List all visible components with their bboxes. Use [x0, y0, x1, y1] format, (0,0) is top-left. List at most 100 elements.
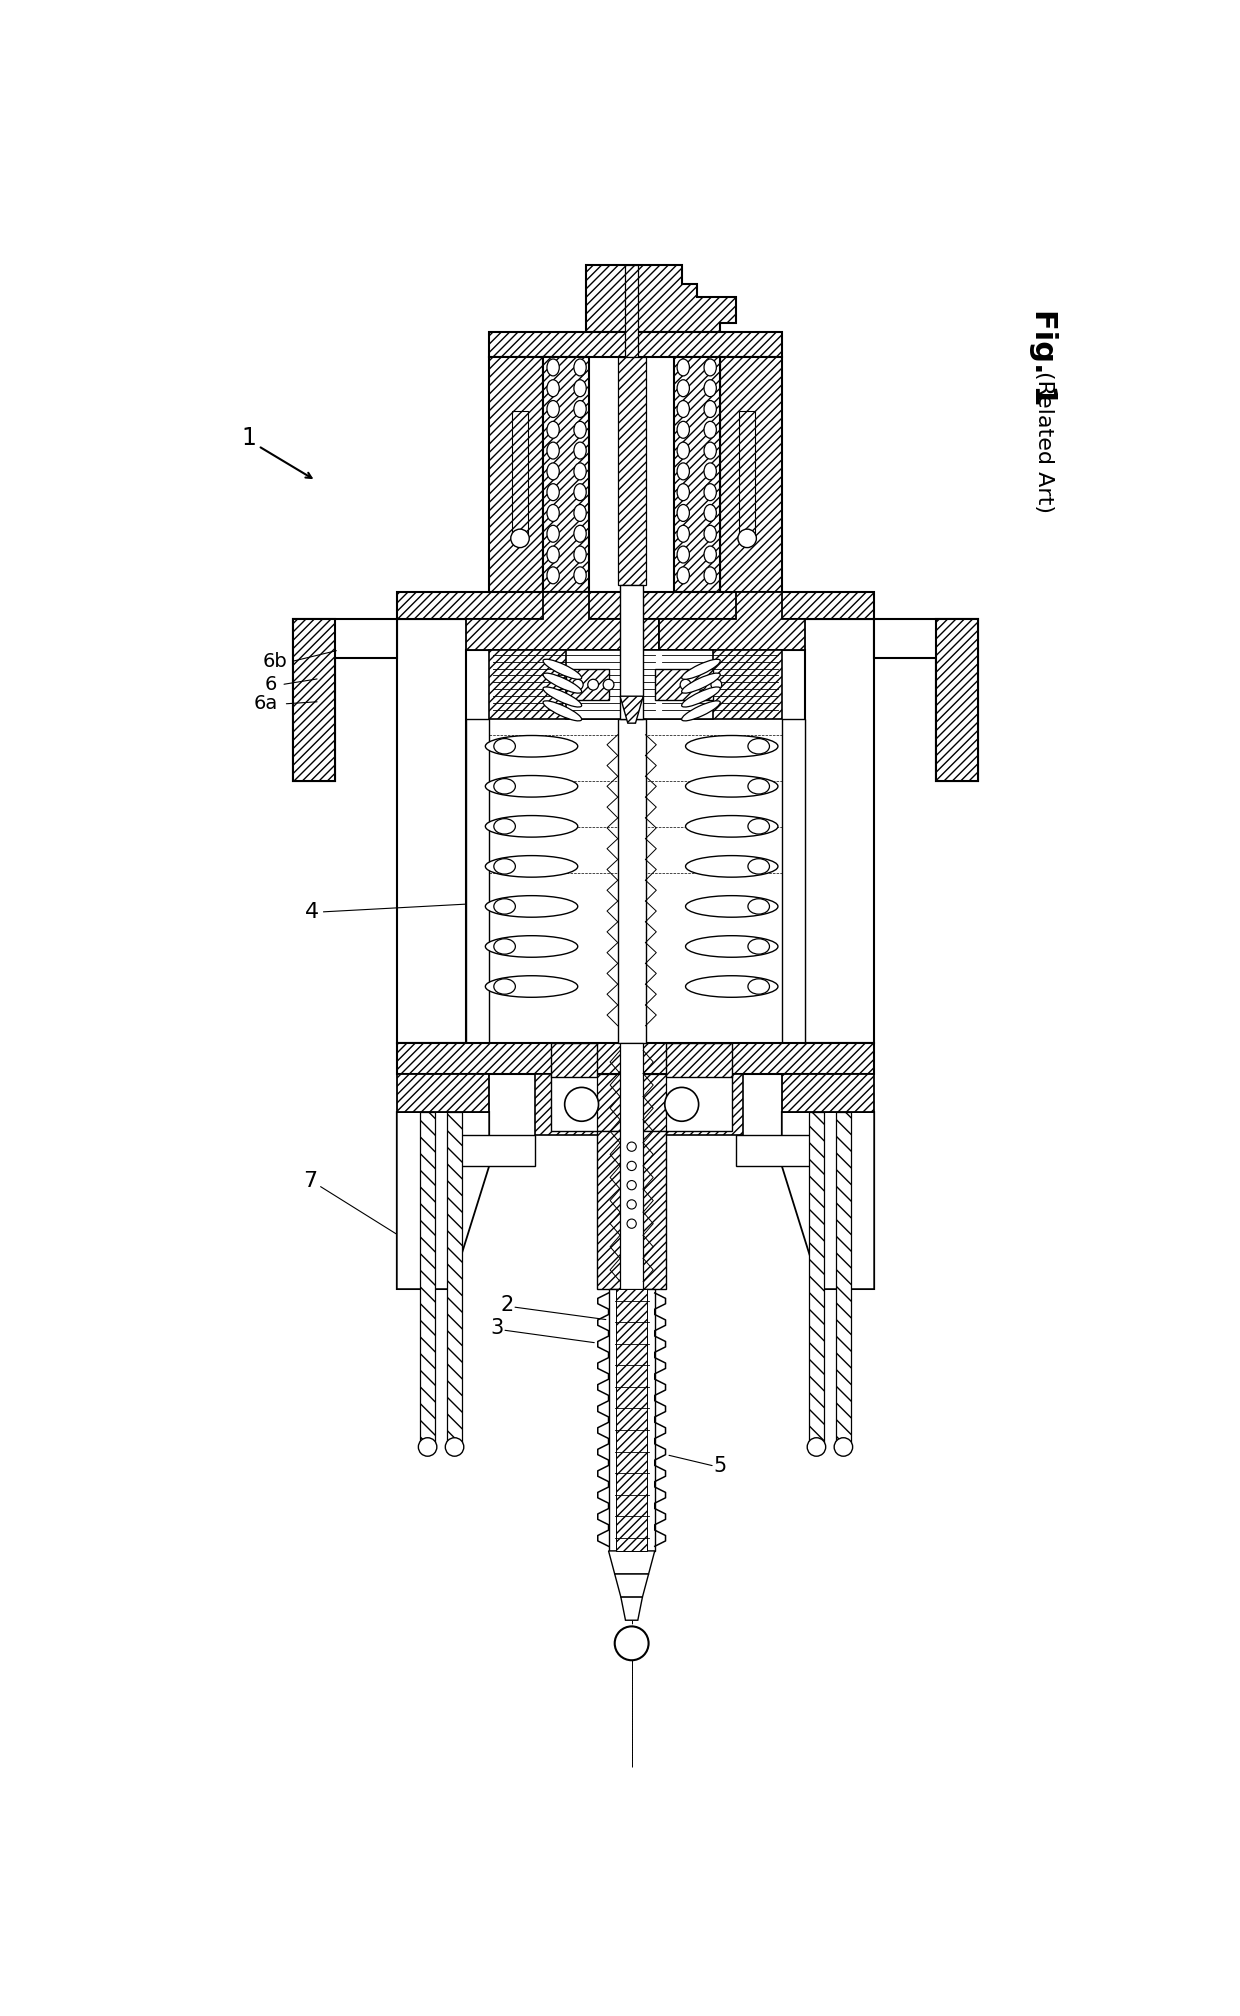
Polygon shape: [446, 1113, 463, 1443]
Ellipse shape: [677, 442, 689, 460]
Circle shape: [738, 528, 756, 548]
Polygon shape: [490, 333, 781, 357]
Polygon shape: [609, 1288, 655, 1550]
Ellipse shape: [485, 736, 578, 758]
Ellipse shape: [547, 566, 559, 585]
Ellipse shape: [547, 484, 559, 500]
Polygon shape: [551, 1042, 596, 1077]
Ellipse shape: [748, 778, 770, 794]
Ellipse shape: [547, 359, 559, 375]
Ellipse shape: [704, 379, 717, 397]
Circle shape: [627, 1161, 636, 1171]
Circle shape: [627, 1141, 636, 1151]
Ellipse shape: [704, 442, 717, 460]
Ellipse shape: [547, 401, 559, 417]
Ellipse shape: [748, 738, 770, 754]
Ellipse shape: [574, 484, 587, 500]
Polygon shape: [625, 264, 637, 357]
Polygon shape: [781, 720, 805, 1042]
Polygon shape: [512, 411, 528, 534]
Ellipse shape: [704, 359, 717, 375]
Ellipse shape: [574, 464, 587, 480]
Circle shape: [511, 528, 529, 548]
Polygon shape: [615, 1574, 649, 1597]
Ellipse shape: [682, 687, 720, 708]
Circle shape: [564, 1087, 599, 1121]
Polygon shape: [397, 1042, 874, 1075]
Polygon shape: [739, 411, 755, 534]
Polygon shape: [675, 357, 720, 593]
Circle shape: [418, 1437, 436, 1456]
Polygon shape: [293, 619, 335, 780]
Ellipse shape: [677, 526, 689, 542]
Ellipse shape: [547, 379, 559, 397]
Polygon shape: [808, 1113, 825, 1443]
Ellipse shape: [574, 421, 587, 437]
Polygon shape: [666, 1042, 732, 1077]
Circle shape: [603, 679, 614, 689]
Text: 7: 7: [304, 1171, 317, 1191]
Ellipse shape: [677, 504, 689, 522]
Ellipse shape: [574, 401, 587, 417]
Polygon shape: [536, 1075, 743, 1135]
Ellipse shape: [547, 442, 559, 460]
Ellipse shape: [704, 504, 717, 522]
Ellipse shape: [677, 546, 689, 562]
Ellipse shape: [485, 776, 578, 796]
Polygon shape: [620, 696, 644, 724]
Ellipse shape: [547, 464, 559, 480]
Ellipse shape: [748, 939, 770, 954]
Ellipse shape: [547, 421, 559, 437]
Circle shape: [615, 1627, 649, 1661]
Ellipse shape: [485, 816, 578, 837]
Circle shape: [627, 1200, 636, 1210]
Ellipse shape: [494, 778, 516, 794]
Polygon shape: [658, 593, 805, 649]
Ellipse shape: [494, 980, 516, 994]
Ellipse shape: [574, 546, 587, 562]
Ellipse shape: [704, 421, 717, 437]
Polygon shape: [397, 619, 490, 1042]
Polygon shape: [397, 593, 874, 619]
Ellipse shape: [485, 895, 578, 917]
Ellipse shape: [485, 855, 578, 877]
Polygon shape: [596, 1131, 666, 1288]
Ellipse shape: [682, 702, 720, 722]
Text: 2: 2: [500, 1294, 513, 1314]
Ellipse shape: [543, 702, 582, 722]
Circle shape: [445, 1437, 464, 1456]
Polygon shape: [587, 264, 737, 333]
Ellipse shape: [704, 464, 717, 480]
Polygon shape: [616, 1288, 647, 1550]
Ellipse shape: [677, 566, 689, 585]
Ellipse shape: [704, 566, 717, 585]
Circle shape: [807, 1437, 826, 1456]
Ellipse shape: [704, 401, 717, 417]
Ellipse shape: [704, 484, 717, 500]
Polygon shape: [620, 585, 644, 720]
Polygon shape: [621, 1597, 642, 1621]
Ellipse shape: [686, 935, 777, 958]
Ellipse shape: [494, 738, 516, 754]
Polygon shape: [735, 1135, 821, 1165]
Ellipse shape: [686, 736, 777, 758]
Ellipse shape: [543, 673, 582, 694]
Ellipse shape: [748, 818, 770, 835]
Ellipse shape: [748, 899, 770, 913]
Text: 4: 4: [305, 901, 319, 921]
Ellipse shape: [494, 939, 516, 954]
Polygon shape: [618, 720, 646, 1042]
Polygon shape: [466, 593, 658, 649]
Ellipse shape: [574, 526, 587, 542]
Ellipse shape: [494, 899, 516, 913]
Text: 6: 6: [265, 675, 278, 694]
Polygon shape: [620, 1042, 644, 1288]
Ellipse shape: [485, 976, 578, 998]
Polygon shape: [567, 649, 713, 720]
Polygon shape: [658, 649, 781, 720]
Polygon shape: [450, 1135, 536, 1165]
Ellipse shape: [686, 976, 777, 998]
Circle shape: [681, 679, 691, 689]
Text: 1: 1: [242, 425, 257, 450]
Circle shape: [835, 1437, 853, 1456]
